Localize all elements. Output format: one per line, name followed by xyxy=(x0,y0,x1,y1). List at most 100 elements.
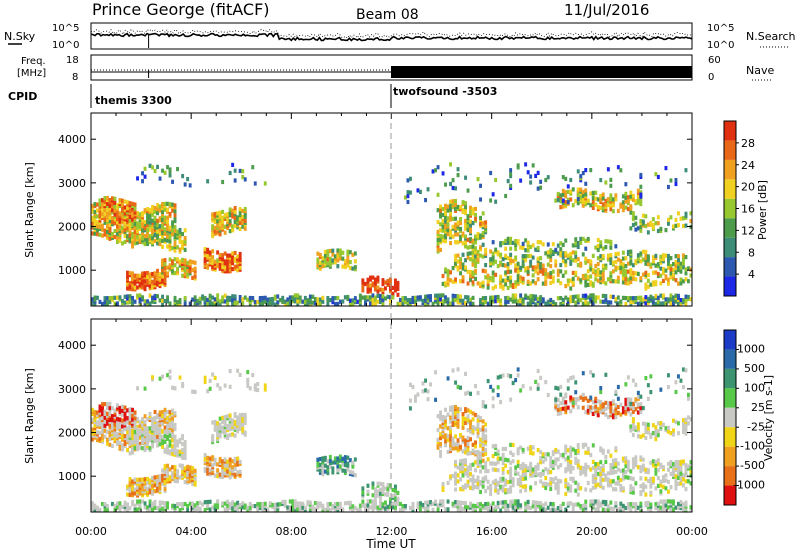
heatmap-cell xyxy=(133,430,137,435)
heatmap-cell xyxy=(233,223,237,228)
heatmap-cell xyxy=(146,299,149,304)
heatmap-cell xyxy=(399,507,402,512)
heatmap-cell xyxy=(328,464,332,469)
heatmap-cell xyxy=(218,210,222,215)
heatmap-cell xyxy=(581,470,585,475)
heatmap-cell xyxy=(246,297,250,302)
heatmap-cell xyxy=(238,216,242,222)
heatmap-cell xyxy=(108,222,112,228)
heatmap-cell xyxy=(481,425,485,430)
heatmap-cell xyxy=(248,386,252,391)
heatmap-cell xyxy=(454,257,457,262)
heatmap-cell xyxy=(469,245,472,250)
heatmap-cell xyxy=(469,419,472,424)
heatmap-cell xyxy=(444,295,447,300)
heatmap-cell xyxy=(183,444,187,449)
heatmap-cell xyxy=(449,270,452,275)
heatmap-cell xyxy=(163,439,167,444)
heatmap-cell xyxy=(128,492,132,497)
heatmap-cell xyxy=(569,295,573,300)
heatmap-cell xyxy=(106,195,109,201)
heatmap-cell xyxy=(108,299,112,305)
heatmap-cell xyxy=(328,508,332,513)
heatmap-cell xyxy=(679,261,683,266)
heatmap-cell xyxy=(296,293,300,298)
heatmap-cell xyxy=(464,501,467,506)
heatmap-cell xyxy=(501,457,505,462)
heatmap-cell xyxy=(91,297,94,302)
heatmap-cell xyxy=(631,457,635,462)
heatmap-cell xyxy=(669,275,673,280)
heatmap-cell xyxy=(153,215,157,220)
heatmap-cell xyxy=(178,475,182,480)
heatmap-cell xyxy=(576,463,580,468)
heatmap-cell xyxy=(158,500,162,505)
heatmap-cell xyxy=(153,232,157,238)
heatmap-cell xyxy=(564,263,568,268)
heatmap-cell xyxy=(444,233,447,238)
heatmap-cell xyxy=(436,414,440,419)
heatmap-cell xyxy=(596,278,600,283)
heatmap-cell xyxy=(469,219,472,224)
heatmap-cell xyxy=(684,267,688,272)
heatmap-cell xyxy=(138,441,142,446)
heatmap-cell xyxy=(161,298,164,303)
heatmap-cell xyxy=(193,301,197,306)
heatmap-cell xyxy=(469,478,472,483)
heatmap-cell xyxy=(454,410,457,415)
heatmap-cell xyxy=(474,444,477,449)
heatmap-cell xyxy=(369,295,372,300)
heatmap-cell xyxy=(584,472,588,477)
heatmap-cell xyxy=(293,299,297,304)
heatmap-cell xyxy=(218,416,222,421)
heatmap-cell xyxy=(143,428,147,433)
heatmap-cell xyxy=(634,459,638,464)
heatmap-cell xyxy=(106,411,109,416)
heatmap-cell xyxy=(626,269,630,274)
cpid-label: CPID xyxy=(8,90,37,103)
heatmap-cell xyxy=(118,440,122,445)
heatmap-cell xyxy=(196,501,200,506)
heatmap-cell xyxy=(441,487,445,492)
heatmap-cell xyxy=(158,208,162,213)
heatmap-cell xyxy=(616,251,620,256)
heatmap-cell xyxy=(506,275,510,281)
heatmap-cell xyxy=(464,295,467,300)
heatmap-cell xyxy=(669,301,673,306)
heatmap-cell xyxy=(389,295,392,300)
heatmap-cell xyxy=(128,212,132,217)
heatmap-cell xyxy=(667,297,670,302)
heatmap-cell xyxy=(584,503,588,508)
heatmap-cell xyxy=(439,453,442,458)
heatmap-cell xyxy=(333,301,337,307)
heatmap-cell xyxy=(143,438,147,443)
heatmap-cell xyxy=(223,422,227,427)
heatmap-cell xyxy=(464,446,467,451)
heatmap-cell xyxy=(108,430,112,436)
heatmap-cell xyxy=(116,232,119,237)
heatmap-cell xyxy=(441,238,445,243)
heatmap-cell xyxy=(669,293,673,298)
heatmap-cell xyxy=(128,416,132,422)
heatmap-cell xyxy=(366,289,370,294)
heatmap-cell xyxy=(328,256,332,261)
heatmap-cell xyxy=(446,208,450,213)
heatmap-cell xyxy=(506,179,510,184)
heatmap-cell xyxy=(451,501,455,506)
heatmap-cell xyxy=(328,458,332,463)
heatmap-cell xyxy=(629,502,633,507)
heatmap-cell xyxy=(128,294,132,299)
heatmap-cell xyxy=(459,504,462,509)
heatmap-cell xyxy=(501,263,505,268)
heatmap-cell xyxy=(321,472,325,477)
heatmap-cell xyxy=(677,293,680,298)
heatmap-cell xyxy=(243,206,247,212)
heatmap-cell xyxy=(601,196,605,201)
heatmap-cell xyxy=(516,269,520,275)
heatmap-cell xyxy=(559,463,563,468)
heatmap-cell xyxy=(421,502,425,508)
heatmap-cell xyxy=(203,379,207,384)
heatmap-cell xyxy=(471,280,475,285)
heatmap-cell xyxy=(611,470,615,475)
heatmap-cell xyxy=(656,262,660,267)
